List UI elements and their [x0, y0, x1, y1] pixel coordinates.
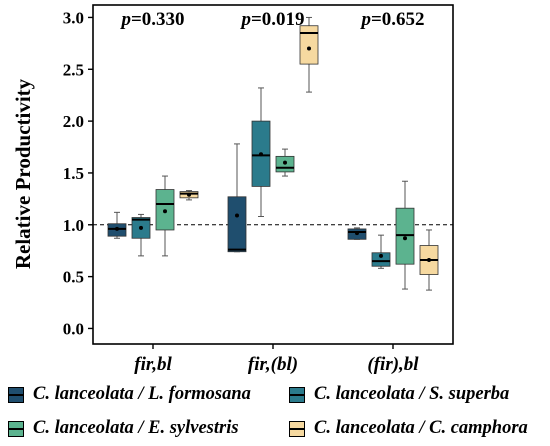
y-tick-label: 2.5 — [63, 60, 84, 79]
p-value-text: =0.330 — [131, 9, 185, 30]
box-plot-chart: 0.0 0.5 1.0 1.5 2.0 2.5 3.0 fir,bl fir,(bl) (fir… — [11, 4, 454, 375]
p-symbol: p — [239, 9, 251, 30]
p-symbol: p — [359, 9, 371, 30]
p-value-text: =0.019 — [251, 9, 305, 30]
box-group — [131, 213, 151, 257]
mean-point — [235, 213, 239, 218]
legend-swatch — [8, 386, 24, 403]
box-group — [107, 211, 127, 239]
box-group — [227, 143, 247, 253]
p-symbol: p — [119, 9, 131, 30]
box-group — [251, 87, 271, 217]
mean-point — [427, 258, 431, 263]
legend-swatch — [8, 420, 24, 437]
x-tick-label: (fir),bl — [367, 354, 419, 375]
x-axis: fir,bl fir,(bl) (fir),bl — [134, 344, 419, 375]
y-tick-label: 1.0 — [63, 216, 84, 235]
mean-point — [403, 236, 407, 241]
legend-item: C. lanceolata / S. superba — [289, 384, 509, 405]
p-value-text: =0.652 — [371, 9, 425, 30]
legend-item: C. lanceolata / C. camphora — [289, 418, 528, 439]
y-axis: 0.0 0.5 1.0 1.5 2.0 2.5 3.0 — [63, 8, 93, 338]
box — [227, 196, 247, 253]
plot-frame — [92, 4, 454, 345]
legend-swatch — [289, 386, 305, 403]
box — [395, 207, 415, 265]
y-axis-label: Relative Productivity — [11, 78, 35, 269]
legend-label: C. lanceolata / C. camphora — [314, 418, 528, 438]
box-group — [179, 190, 199, 201]
mean-point — [187, 192, 191, 197]
legend-label: C. lanceolata / E. sylvestris — [33, 418, 239, 438]
p-value-annotation: p=0.330 — [119, 9, 184, 30]
y-tick-label: 1.5 — [63, 164, 84, 183]
legend-item: C. lanceolata / E. sylvestris — [8, 418, 239, 439]
box-group — [275, 148, 295, 177]
p-value-annotation: p=0.652 — [359, 9, 424, 30]
box-group — [155, 175, 175, 257]
box-group — [419, 229, 439, 291]
legend-swatch — [289, 420, 305, 437]
box-group — [299, 16, 319, 93]
box — [371, 252, 391, 267]
y-tick-label: 2.0 — [63, 112, 84, 131]
y-tick-label: 3.0 — [63, 8, 84, 27]
x-tick-label: fir,(bl) — [248, 354, 298, 375]
mean-point — [139, 225, 143, 230]
mean-point — [115, 226, 119, 231]
y-tick-label: 0.0 — [63, 319, 84, 338]
p-value-annotation: p=0.019 — [239, 9, 304, 30]
mean-point — [307, 46, 311, 51]
x-tick-label: fir,bl — [134, 354, 172, 375]
legend-label: C. lanceolata / L. formosana — [33, 384, 251, 404]
legend: C. lanceolata / L. formosana C. lanceolat… — [0, 376, 550, 446]
mean-point — [379, 253, 383, 258]
y-tick-label: 0.5 — [63, 268, 84, 287]
mean-point — [355, 231, 359, 236]
boxes-layer — [107, 16, 439, 291]
annotations-layer: p=0.330 p=0.019 p=0.652 — [119, 9, 424, 30]
mean-point — [259, 152, 263, 157]
mean-point — [283, 160, 287, 165]
box-group — [347, 227, 367, 240]
box-group — [371, 234, 391, 269]
legend-item: C. lanceolata / L. formosana — [8, 384, 251, 405]
mean-point — [163, 209, 167, 214]
box — [299, 25, 319, 65]
box-group — [395, 180, 415, 290]
legend-label: C. lanceolata / S. superba — [314, 384, 510, 404]
